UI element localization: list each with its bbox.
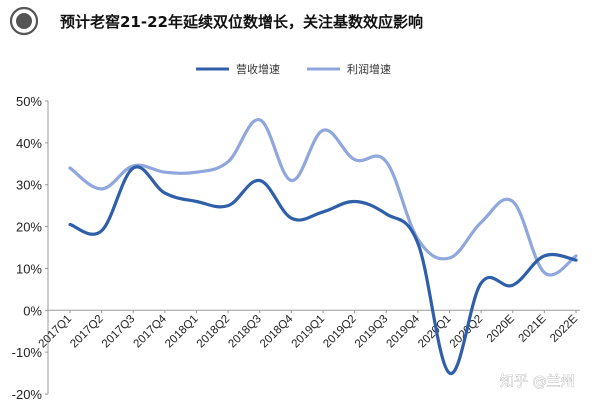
y-tick-label: 50% [16, 94, 42, 109]
y-tick-label: -20% [12, 387, 43, 402]
x-tick-label: 2019Q3 [353, 313, 390, 350]
y-tick-label: 10% [16, 261, 42, 276]
y-tick-label: 20% [16, 220, 42, 235]
x-tick-label: 2018Q2 [195, 313, 232, 350]
x-tick-label: 2019Q2 [321, 313, 358, 350]
x-tick-label: 2018Q1 [163, 313, 200, 350]
legend-label-1: 营收增速 [236, 62, 280, 76]
watermark: 知乎 @兰州 [500, 373, 574, 390]
legend-label-2: 利润增速 [347, 62, 391, 76]
series-layer [68, 118, 578, 375]
y-tick-label: -10% [12, 345, 43, 360]
y-tick-label: 40% [16, 136, 42, 151]
x-tick-label: 2017Q4 [132, 313, 170, 351]
legend: 营收增速 利润增速 [196, 62, 391, 76]
series-line-1 [68, 165, 578, 375]
x-tick-label: 2017Q3 [100, 313, 137, 350]
axes: -20%-10%0%10%20%30%40%50%2017Q12017Q2201… [12, 94, 581, 402]
x-tick-label: 2022E [548, 313, 580, 345]
x-tick-label: 2017Q2 [68, 313, 105, 350]
x-tick-label: 2020E [485, 313, 517, 345]
x-tick-label: 2018Q4 [258, 313, 296, 351]
y-tick-label: 0% [23, 303, 42, 318]
x-tick-label: 2021E [516, 313, 548, 345]
x-tick-label: 2019Q1 [290, 313, 327, 350]
series-line-2 [68, 118, 578, 277]
chart-title: 预计老窖21-22年延续双位数增长，关注基数效应影响 [60, 13, 423, 31]
x-tick-label: 2018Q3 [226, 313, 263, 350]
target-badge-icon [9, 6, 39, 36]
x-tick-label: 2017Q1 [37, 313, 74, 350]
x-tick-label: 2019Q4 [385, 313, 423, 351]
y-tick-label: 30% [16, 178, 42, 193]
